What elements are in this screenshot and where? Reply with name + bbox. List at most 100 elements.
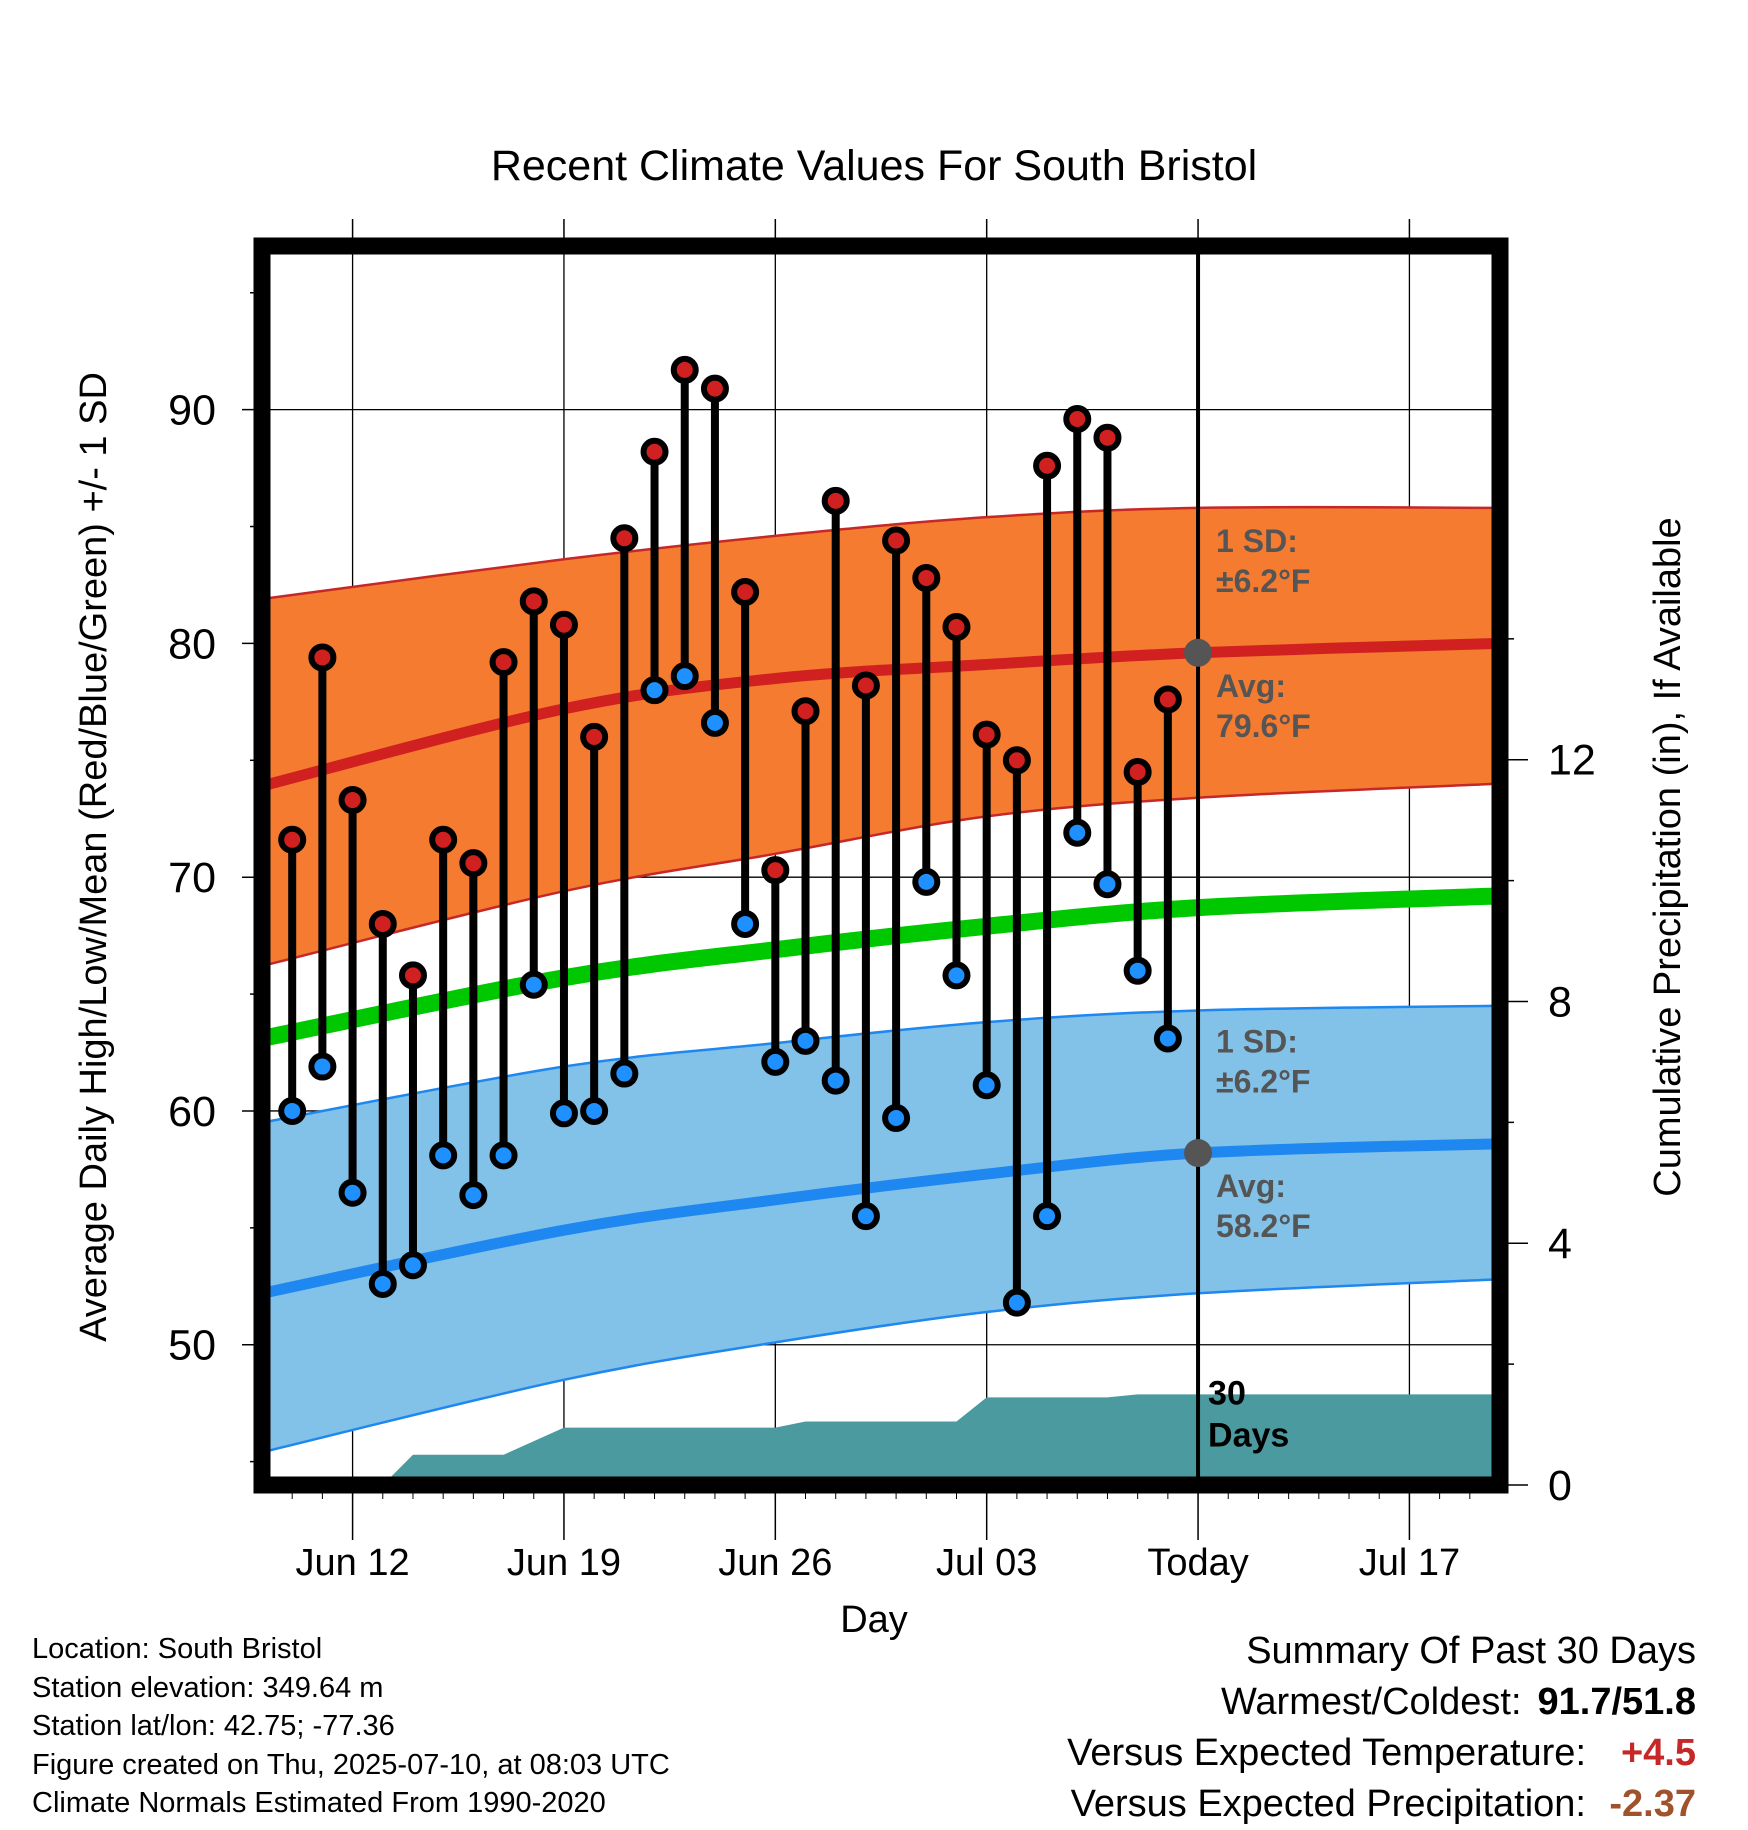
daily-high-point <box>1093 423 1122 452</box>
daily-high-point <box>882 526 911 555</box>
daily-high-point <box>610 524 639 553</box>
y2-tick-label: 8 <box>1548 978 1572 1026</box>
observations <box>278 355 1182 1317</box>
summary-warmest-coldest: Warmest/Coldest: 91.7/51.8 <box>1067 1677 1696 1728</box>
temp-anomaly-label: Versus Expected Temperature: <box>1067 1732 1586 1774</box>
daily-low-point <box>278 1096 307 1125</box>
daily-high-point <box>942 613 971 642</box>
warmest-coldest-value: 91.7/51.8 <box>1537 1681 1696 1723</box>
y-axis-label: Average Daily High/Low/Mean (Red/Blue/Gr… <box>73 372 115 1342</box>
axes: Jun 12 Jun 19 Jun 26 Jul 03 Today Jul 17 50 60 7… <box>168 219 1596 1584</box>
daily-high-point <box>700 374 729 403</box>
daily-high-point <box>459 849 488 878</box>
daily-low-point <box>912 867 941 896</box>
y-tick-label: 70 <box>168 854 216 902</box>
daily-high-point <box>791 697 820 726</box>
band-annotations: 1 SD: ±6.2°F Avg: 79.6°F 1 SD: ±6.2°F Avg: 58.2… <box>1208 523 1311 1455</box>
plot-frame <box>253 237 1509 1494</box>
low-avg-label-line2: 58.2°F <box>1216 1208 1311 1244</box>
daily-high-point <box>1063 404 1092 433</box>
daily-high-point <box>1123 757 1152 786</box>
daily-low-point <box>972 1071 1001 1100</box>
x-tick-label: Jul 17 <box>1359 1542 1460 1584</box>
precip-anomaly-value: -2.37 <box>1609 1783 1696 1825</box>
x-axis-label: Day <box>840 1599 908 1641</box>
daily-low-point <box>1063 818 1092 847</box>
info-elevation: Station elevation: 349.64 m <box>32 1671 384 1704</box>
y-tick-label: 50 <box>168 1322 216 1370</box>
info-latlon: Station lat/lon: 42.75; -77.36 <box>32 1710 395 1742</box>
temp-anomaly-value: +4.5 <box>1620 1732 1696 1774</box>
y2-tick-label: 0 <box>1548 1462 1572 1510</box>
daily-high-point <box>972 720 1001 749</box>
daily-low-point <box>882 1103 911 1132</box>
warmest-coldest-label: Warmest/Coldest: <box>1220 1681 1522 1723</box>
x-tick-label: Jun 19 <box>507 1542 621 1584</box>
precip-label-line1: 30 <box>1208 1374 1246 1412</box>
daily-low-point <box>368 1269 397 1298</box>
daily-high-point <box>761 856 790 885</box>
chart-title: Recent Climate Values For South Bristol <box>491 142 1257 190</box>
y2-tick-label: 4 <box>1548 1220 1572 1268</box>
y2-tick-label: 12 <box>1548 737 1596 785</box>
low-sd-label-line1: 1 SD: <box>1216 1023 1298 1059</box>
daily-high-point <box>670 355 699 384</box>
today-marker <box>1184 246 1213 1485</box>
info-location: Location: South Bristol <box>32 1633 323 1665</box>
daily-low-point <box>1093 870 1122 899</box>
high-sd-label-line1: 1 SD: <box>1216 523 1298 559</box>
low-avg-label-line1: Avg: <box>1216 1168 1286 1204</box>
daily-high-point <box>731 577 760 606</box>
daily-high-point <box>278 825 307 854</box>
daily-high-point <box>912 563 941 592</box>
daily-high-point <box>338 786 367 815</box>
summary-heading: Summary Of Past 30 Days <box>1246 1630 1696 1672</box>
daily-high-point <box>1002 746 1031 775</box>
daily-high-point <box>549 610 578 639</box>
daily-high-point <box>519 587 548 616</box>
daily-low-point <box>791 1026 820 1055</box>
summary-precip: Versus Expected Precipitation: -2.37 <box>1067 1779 1696 1830</box>
today-low-normal-marker <box>1184 1139 1213 1168</box>
x-tick-label: Jun 26 <box>718 1542 832 1584</box>
x-tick-label: Today <box>1147 1542 1248 1584</box>
high-sd-label-line2: ±6.2°F <box>1216 563 1310 599</box>
daily-low-point <box>308 1052 337 1081</box>
precipitation-area <box>352 1394 1501 1485</box>
daily-low-point <box>700 708 729 737</box>
daily-low-point <box>580 1096 609 1125</box>
high-avg-label-line2: 79.6°F <box>1216 708 1311 744</box>
daily-low-point <box>429 1141 458 1170</box>
daily-low-point <box>731 909 760 938</box>
daily-low-point <box>670 662 699 691</box>
daily-low-point <box>489 1141 518 1170</box>
daily-low-point <box>398 1251 427 1280</box>
info-normals: Climate Normals Estimated From 1990-2020 <box>32 1787 606 1819</box>
low-sd-band <box>260 1004 1502 1454</box>
daily-low-point <box>519 970 548 999</box>
daily-low-point <box>1002 1288 1031 1317</box>
daily-low-point <box>1153 1024 1182 1053</box>
y2-axis-label: Cumulative Precipitation (in), If Availa… <box>1647 517 1689 1196</box>
summary-panel: Summary Of Past 30 Days Warmest/Coldest:… <box>1067 1626 1696 1830</box>
y-tick-label: 90 <box>168 387 216 435</box>
daily-low-point <box>851 1202 880 1231</box>
daily-low-point <box>459 1181 488 1210</box>
normal-low-line <box>260 1138 1501 1299</box>
plot-layers: 1 SD: ±6.2°F Avg: 79.6°F 1 SD: ±6.2°F Avg: 58.2… <box>260 246 1502 1485</box>
daily-high-point <box>580 722 609 751</box>
high-avg-label-line1: Avg: <box>1216 668 1286 704</box>
today-high-normal-marker <box>1184 638 1213 667</box>
x-tick-label: Jun 12 <box>296 1542 410 1584</box>
precip-anomaly-label: Versus Expected Precipitation: <box>1070 1783 1586 1825</box>
y-tick-label: 60 <box>168 1088 216 1136</box>
daily-low-point <box>821 1066 850 1095</box>
daily-high-point <box>429 825 458 854</box>
daily-low-point <box>549 1099 578 1128</box>
daily-low-point <box>1123 956 1152 985</box>
daily-high-point <box>308 643 337 672</box>
daily-low-point <box>1033 1202 1062 1231</box>
daily-high-point <box>1033 451 1062 480</box>
daily-low-point <box>761 1047 790 1076</box>
